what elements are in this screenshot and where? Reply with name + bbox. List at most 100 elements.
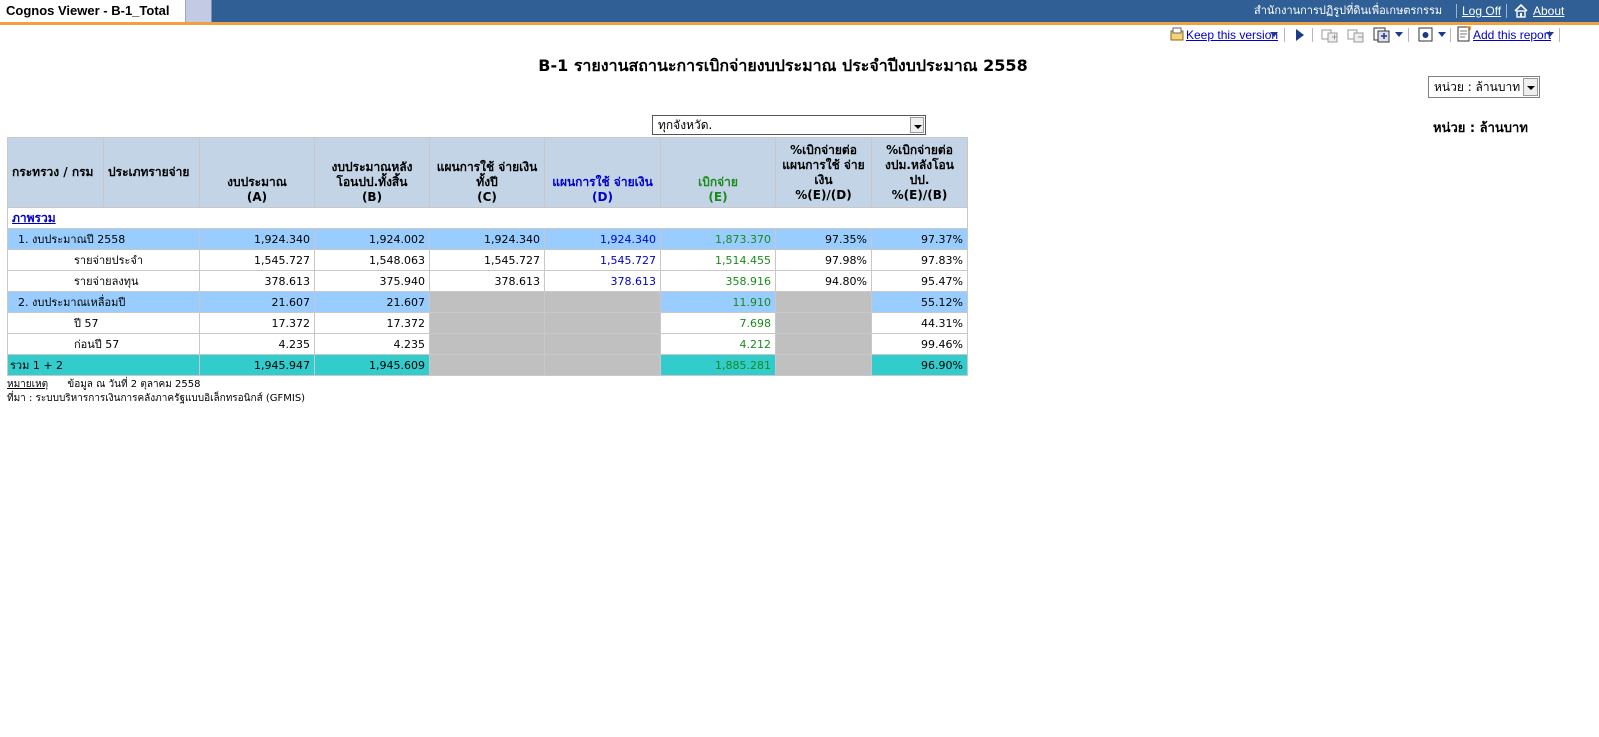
cell-spending-plan (544, 333, 661, 355)
header-separator (1506, 4, 1507, 18)
cell-disbursement: 1,885.281 (660, 354, 776, 376)
cell-spending-plan (544, 312, 661, 334)
cell-disbursement: 7.698 (660, 312, 776, 334)
column-header-budget-after-transfer: งบประมาณหลัง โอนปป.ทั้งสิ้น (B) (314, 137, 430, 208)
row-label: รายจ่ายลงทุน (7, 270, 200, 292)
cell-pct-of-plan (775, 333, 872, 355)
report-title: B-1 รายงานสถานะการเบิกจ่ายงบประมาณ ประจำ… (538, 56, 1028, 75)
column-header-budget: งบประมาณ (A) (199, 137, 315, 208)
drill-down-icon[interactable] (1321, 27, 1339, 43)
add-report-dropdown-icon[interactable] (1546, 32, 1554, 37)
table-row: ปี 57 17.372 17.372 7.698 44.31% (7, 312, 968, 334)
footnote-line: หมายเหตุ ข้อมูล ณ วันที่ 2 ตุลาคม 2558 (7, 377, 200, 392)
cell-pct-of-budget: 55.12% (871, 291, 968, 313)
app-header-bar: Cognos Viewer - B-1_Total สำนักงานการปฏิ… (0, 0, 1599, 22)
cell-disbursement: 1,514.455 (660, 249, 776, 271)
organization-name: สำนักงานการปฏิรูปที่ดินเพื่อเกษตรกรรม (1254, 4, 1443, 17)
view-format-icon[interactable] (1418, 27, 1434, 43)
cell-annual-plan (429, 333, 545, 355)
toolbar-separator (1408, 28, 1409, 42)
unit-select-dropdown-icon[interactable] (1523, 78, 1538, 96)
about-link[interactable]: About (1533, 4, 1565, 18)
header-separator (1456, 4, 1457, 18)
related-links-icon[interactable] (1373, 27, 1391, 43)
header-accent-line (0, 22, 1599, 25)
column-header-annual-plan: แผนการใช้ จ่ายเงิน ทั้งปี (C) (429, 137, 545, 208)
table-row: 1. งบประมาณปี 2558 1,924.340 1,924.002 1… (7, 228, 968, 250)
cell-pct-of-plan: 97.98% (775, 249, 872, 271)
cell-pct-of-plan (775, 354, 872, 376)
cell-pct-of-plan (775, 291, 872, 313)
cell-budget: 378.613 (199, 270, 315, 292)
cell-annual-plan (429, 312, 545, 334)
related-links-dropdown-icon[interactable] (1395, 32, 1403, 37)
row-label: 2. งบประมาณเหลื่อมปี (7, 291, 200, 313)
province-select[interactable]: ทุกจังหวัด. (652, 115, 926, 135)
run-icon[interactable] (1295, 28, 1305, 42)
cell-budget: 17.372 (199, 312, 315, 334)
cell-budget-after-transfer: 1,945.609 (314, 354, 430, 376)
cell-pct-of-budget: 44.31% (871, 312, 968, 334)
footnote-source: ที่มา : ระบบบริหารการเงินการคลังภาครัฐแบ… (7, 393, 306, 404)
cell-budget: 1,924.340 (199, 228, 315, 250)
cell-disbursement: 1,873.370 (660, 228, 776, 250)
cell-spending-plan: 1,924.340 (544, 228, 661, 250)
window-title: Cognos Viewer - B-1_Total (0, 0, 186, 22)
cell-annual-plan: 378.613 (429, 270, 545, 292)
drill-up-icon[interactable] (1347, 27, 1365, 43)
cell-budget-after-transfer: 17.372 (314, 312, 430, 334)
row-label: ก่อนปี 57 (7, 333, 200, 355)
cell-pct-of-budget: 95.47% (871, 270, 968, 292)
title-tab-spacer (186, 0, 212, 22)
table-header-row: กระทรวง / กรม ประเภทรายจ่าย งบประมาณ (A) … (7, 137, 968, 208)
cell-annual-plan (429, 354, 545, 376)
unit-label: หน่วย : ล้านบาท (1433, 121, 1528, 136)
add-report-icon[interactable] (1457, 26, 1472, 42)
column-header-spending-plan: แผนการใช้ จ่ายเงิน (D) (544, 137, 661, 208)
cell-budget: 21.607 (199, 291, 315, 313)
home-icon[interactable] (1513, 3, 1529, 19)
row-label: ปี 57 (7, 312, 200, 334)
cell-disbursement: 4.212 (660, 333, 776, 355)
cell-annual-plan: 1,924.340 (429, 228, 545, 250)
cell-budget: 4.235 (199, 333, 315, 355)
table-row: 2. งบประมาณเหลื่อมปี 21.607 21.607 11.91… (7, 291, 968, 313)
column-header-pct-of-budget: %เบิกจ่ายต่อ งปม.หลังโอน ปป. %(E)/(B) (871, 137, 968, 208)
cell-spending-plan (544, 354, 661, 376)
cell-budget-after-transfer: 1,548.063 (314, 249, 430, 271)
footnote-link[interactable]: หมายเหตุ (7, 379, 49, 390)
report-toolbar: Keep this version Add this report (1168, 26, 1599, 44)
section-row: ภาพรวม (7, 207, 968, 229)
unit-select[interactable]: หน่วย : ล้านบาท (1428, 76, 1540, 98)
province-select-dropdown-icon[interactable] (910, 117, 924, 133)
budget-status-table: กระทรวง / กรม ประเภทรายจ่าย งบประมาณ (A) … (7, 137, 968, 376)
keep-version-dropdown-icon[interactable] (1270, 32, 1278, 37)
add-report-link[interactable]: Add this report (1473, 28, 1552, 42)
toolbar-separator (1312, 28, 1313, 42)
overview-link[interactable]: ภาพรวม (12, 210, 56, 225)
toolbar-separator (1284, 28, 1285, 42)
column-header-pct-of-plan: %เบิกจ่ายต่อ แผนการใช้ จ่าย เงิน %(E)/(D) (775, 137, 872, 208)
keep-version-link[interactable]: Keep this version (1186, 28, 1279, 42)
cell-spending-plan: 378.613 (544, 270, 661, 292)
column-header-disbursement: เบิกจ่าย (E) (660, 137, 776, 208)
keep-version-icon[interactable] (1170, 27, 1185, 42)
cell-pct-of-plan: 94.80% (775, 270, 872, 292)
row-label: 1. งบประมาณปี 2558 (7, 228, 200, 250)
cell-spending-plan (544, 291, 661, 313)
table-row: รายจ่ายลงทุน 378.613 375.940 378.613 378… (7, 270, 968, 292)
row-label: รวม 1 + 2 (7, 354, 200, 376)
cell-disbursement: 11.910 (660, 291, 776, 313)
toolbar-separator (1559, 28, 1560, 42)
cell-annual-plan (429, 291, 545, 313)
table-total-row: รวม 1 + 2 1,945.947 1,945.609 1,885.281 … (7, 354, 968, 376)
footnote-date: ข้อมูล ณ วันที่ 2 ตุลาคม 2558 (67, 379, 201, 390)
cell-pct-of-budget: 99.46% (871, 333, 968, 355)
cell-budget-after-transfer: 1,924.002 (314, 228, 430, 250)
view-format-dropdown-icon[interactable] (1438, 32, 1446, 37)
cell-budget-after-transfer: 4.235 (314, 333, 430, 355)
cell-disbursement: 358.916 (660, 270, 776, 292)
cell-budget-after-transfer: 21.607 (314, 291, 430, 313)
toolbar-separator (1450, 28, 1451, 42)
log-off-link[interactable]: Log Off (1462, 4, 1502, 18)
